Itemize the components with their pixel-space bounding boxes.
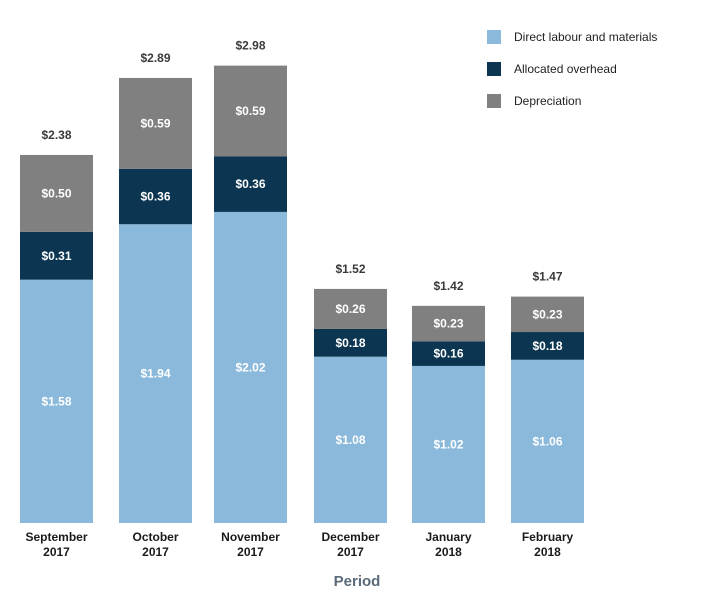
- bar-allocated-overhead-2: [214, 156, 287, 212]
- bar-direct-labour-0: [20, 279, 93, 523]
- x-tick-label-0-1: 2017: [43, 545, 70, 559]
- bar-allocated-overhead-3: [314, 328, 387, 357]
- data-label-depreciation-3: $0.26: [335, 302, 365, 316]
- data-label-direct-labour-3: $1.08: [335, 433, 365, 447]
- bar-depreciation-2: [214, 65, 287, 157]
- x-tick-label-5-0: February: [522, 530, 574, 544]
- data-label-allocated-overhead-5: $0.18: [532, 339, 562, 353]
- x-tick-label-1-0: October: [132, 530, 178, 544]
- total-label-5: $1.47: [532, 270, 562, 284]
- data-label-allocated-overhead-4: $0.16: [433, 347, 463, 361]
- total-label-4: $1.42: [433, 279, 463, 293]
- data-label-allocated-overhead-1: $0.36: [140, 190, 170, 204]
- bar-allocated-overhead-4: [412, 341, 485, 366]
- bar-depreciation-1: [119, 77, 192, 169]
- bar-depreciation-4: [412, 305, 485, 342]
- bar-depreciation-0: [20, 154, 93, 232]
- bar-direct-labour-5: [511, 359, 584, 523]
- total-label-1: $2.89: [140, 51, 170, 65]
- x-axis-title: Period: [334, 573, 381, 590]
- total-label-2: $2.98: [235, 39, 265, 53]
- legend-swatch-direct-labour: [487, 30, 501, 44]
- total-label-0: $2.38: [41, 128, 71, 142]
- bars-group: $1.58 $0.31 $0.50 $2.38 $1.94 $0.36 $0.59 $2.89…: [20, 39, 584, 524]
- data-label-depreciation-2: $0.59: [235, 104, 265, 118]
- x-tick-label-5-1: 2018: [534, 545, 561, 559]
- legend-label-allocated-overhead: Allocated overhead: [514, 62, 617, 76]
- x-tick-label-2-0: November: [221, 530, 280, 544]
- data-label-depreciation-1: $0.59: [140, 116, 170, 130]
- bar-direct-labour-3: [314, 356, 387, 523]
- data-label-allocated-overhead-3: $0.18: [335, 336, 365, 350]
- bar-allocated-overhead-1: [119, 168, 192, 225]
- bar-allocated-overhead-0: [20, 231, 93, 280]
- data-label-direct-labour-4: $1.02: [433, 437, 463, 451]
- data-label-depreciation-4: $0.23: [433, 317, 463, 331]
- bar-direct-labour-2: [214, 211, 287, 524]
- legend-swatch-depreciation: [487, 94, 501, 108]
- x-tick-labels: September2017October2017November2017Dece…: [25, 530, 573, 559]
- x-tick-label-4-0: January: [425, 530, 471, 544]
- legend-label-direct-labour: Direct labour and materials: [514, 30, 657, 44]
- x-tick-label-3-0: December: [321, 530, 379, 544]
- data-label-direct-labour-0: $1.58: [41, 394, 71, 408]
- total-label-3: $1.52: [335, 262, 365, 276]
- x-tick-label-2-1: 2017: [237, 545, 264, 559]
- data-label-direct-labour-5: $1.06: [532, 434, 562, 448]
- x-tick-label-0-0: September: [25, 530, 87, 544]
- data-label-allocated-overhead-2: $0.36: [235, 177, 265, 191]
- x-tick-label-4-1: 2018: [435, 545, 462, 559]
- bar-depreciation-5: [511, 296, 584, 333]
- data-label-depreciation-5: $0.23: [532, 307, 562, 321]
- x-tick-label-1-1: 2017: [142, 545, 169, 559]
- data-label-depreciation-0: $0.50: [41, 186, 71, 200]
- legend: Direct labour and materials Allocated ove…: [487, 30, 657, 108]
- data-label-direct-labour-2: $2.02: [235, 360, 265, 374]
- data-label-allocated-overhead-0: $0.31: [41, 249, 71, 263]
- legend-label-depreciation: Depreciation: [514, 94, 581, 108]
- bar-depreciation-3: [314, 288, 387, 329]
- bar-direct-labour-4: [412, 365, 485, 523]
- x-tick-label-3-1: 2017: [337, 545, 364, 559]
- bar-direct-labour-1: [119, 224, 192, 524]
- bar-allocated-overhead-5: [511, 332, 584, 360]
- legend-swatch-allocated-overhead: [487, 62, 501, 76]
- data-label-direct-labour-1: $1.94: [140, 367, 170, 381]
